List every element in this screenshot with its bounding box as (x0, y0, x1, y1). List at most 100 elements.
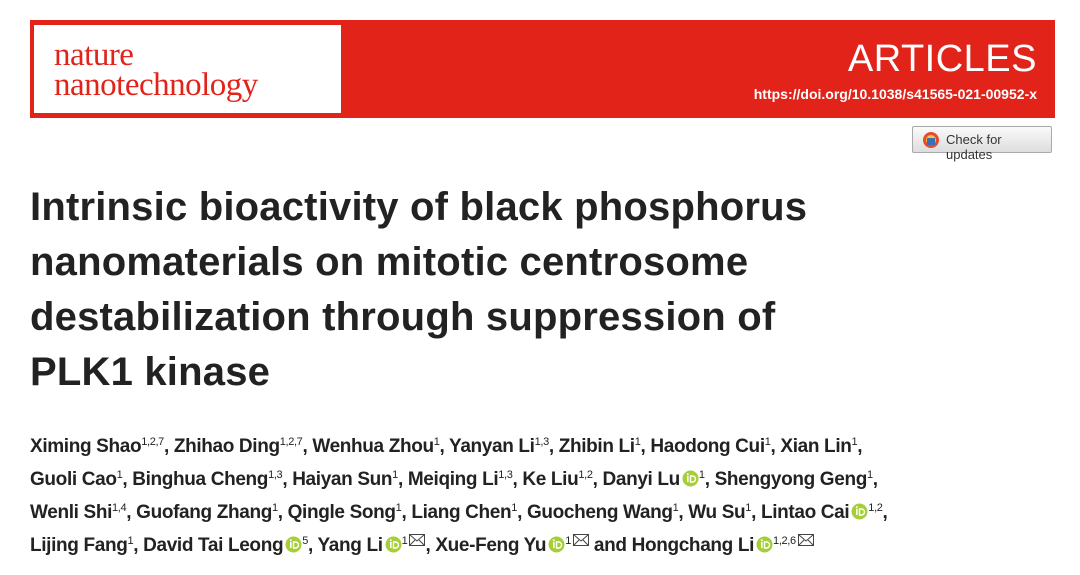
affiliation: 1,2,7 (279, 436, 303, 448)
author-name: Xue-Feng Yu (435, 535, 547, 556)
affiliation: 1 (127, 535, 134, 547)
affiliation: 1 (745, 502, 752, 514)
separator: , (770, 436, 776, 457)
affiliation: 1,2 (578, 469, 593, 481)
affiliation: 1,2,6 (773, 535, 796, 547)
affiliation: 1 (698, 469, 705, 481)
separator: , (882, 502, 888, 523)
check-updates-button[interactable]: Check for updates (912, 126, 1052, 162)
author-name: Guocheng Wang (526, 502, 673, 523)
separator: , (163, 436, 169, 457)
separator: , (401, 502, 407, 523)
title-line: PLK1 kinase (30, 350, 271, 394)
author-name: Guoli Cao (30, 469, 117, 490)
journal-name: nature (54, 37, 134, 73)
author-name: Zhihao Ding (173, 436, 280, 457)
author-name: Danyi Lu (602, 469, 680, 490)
affiliation: 1 (433, 436, 440, 448)
orcid-icon[interactable] (756, 536, 773, 553)
author-name: Haiyan Sun (292, 469, 393, 490)
email-icon[interactable] (572, 534, 589, 546)
affiliation: 1 (866, 469, 873, 481)
doi-link[interactable]: https://doi.org/10.1038/s41565-021-00952… (753, 86, 1037, 102)
journal-name: nanotechnology (54, 67, 258, 103)
separator: , (397, 469, 403, 490)
title-line: nanomaterials on mitotic centrosome (30, 240, 749, 284)
author-name: Lijing Fang (30, 535, 128, 556)
author-line: Wenli Shi1,4, Guofang Zhang1, Qingle Son… (30, 496, 888, 529)
author-line: Guoli Cao1, Binghua Cheng1,3, Haiyan Sun… (30, 463, 887, 496)
conjunction: and (593, 535, 627, 556)
author-name: Guofang Zhang (136, 502, 272, 523)
separator: , (277, 502, 283, 523)
separator: , (857, 436, 863, 457)
separator: , (704, 469, 710, 490)
author-name: Yang Li (317, 535, 383, 556)
orcid-icon[interactable] (682, 470, 699, 487)
author-name: Zhibin Li (558, 436, 635, 457)
separator: , (548, 436, 554, 457)
journal-logo: nature nanotechnology (34, 25, 341, 113)
journal-banner: nature nanotechnology ARTICLES https://d… (30, 20, 1055, 118)
author-name: Ximing Shao (30, 436, 142, 457)
separator: , (122, 469, 128, 490)
affiliation: 1 (395, 502, 402, 514)
author-name: Haodong Cui (650, 436, 765, 457)
author-name: Liang Chen (411, 502, 512, 523)
email-icon[interactable] (797, 534, 814, 546)
section-label: ARTICLES (847, 38, 1037, 80)
separator: , (126, 502, 132, 523)
affiliation: 1 (116, 469, 123, 481)
separator: , (512, 469, 518, 490)
orcid-icon[interactable] (851, 503, 868, 520)
update-icon (923, 132, 939, 148)
author-name: Qingle Song (287, 502, 396, 523)
author-name: Wu Su (688, 502, 746, 523)
article-title: Intrinsic bioactivity of black phosphoru… (30, 180, 807, 400)
separator: , (872, 469, 878, 490)
affiliation: 1 (851, 436, 858, 448)
author-line: Lijing Fang1, David Tai Leong 5, Yang Li 1… (30, 529, 887, 562)
affiliation: 1,3 (268, 469, 283, 481)
affiliation: 1 (672, 502, 679, 514)
affiliation: 1,4 (112, 502, 127, 514)
affiliation: 1 (634, 436, 641, 448)
separator: , (282, 469, 288, 490)
separator: , (751, 502, 757, 523)
affiliation: 5 (302, 535, 308, 547)
separator: , (133, 535, 139, 556)
email-icon[interactable] (409, 534, 426, 546)
orcid-icon[interactable] (285, 536, 302, 553)
separator: , (640, 436, 646, 457)
author-name: Ke Liu (522, 469, 579, 490)
affiliation: 1 (401, 535, 408, 547)
affiliation: 1 (764, 436, 771, 448)
author-list: Ximing Shao1,2,7, Zhihao Ding1,2,7, Wenh… (30, 430, 888, 562)
separator: , (302, 436, 308, 457)
author-name: Meiqing Li (407, 469, 499, 490)
separator: , (517, 502, 522, 523)
separator: , (425, 535, 431, 556)
author-name: Wenli Shi (30, 502, 113, 523)
affiliation: 1 (271, 502, 278, 514)
author-name: Yanyan Li (449, 436, 535, 457)
affiliation: 1,2,7 (141, 436, 164, 448)
author-line: Ximing Shao1,2,7, Zhihao Ding1,2,7, Wenh… (30, 430, 887, 463)
author-name: Lintao Cai (760, 502, 850, 523)
author-name: Wenhua Zhou (312, 436, 434, 457)
affiliation: 1,2 (868, 502, 883, 514)
title-line: destabilization through suppression of (30, 295, 776, 339)
author-name: Shengyong Geng (714, 469, 868, 490)
affiliation: 1 (511, 502, 518, 514)
affiliation: 1,3 (534, 436, 550, 448)
separator: , (678, 502, 684, 523)
separator: , (308, 535, 313, 556)
author-name: David Tai Leong (143, 535, 284, 556)
author-name: Binghua Cheng (132, 469, 269, 490)
orcid-icon[interactable] (385, 536, 402, 553)
title-line: Intrinsic bioactivity of black phosphoru… (30, 185, 808, 229)
orcid-icon[interactable] (548, 536, 565, 553)
button-label: Check for updates (946, 132, 1002, 162)
affiliation: 1 (565, 535, 571, 547)
